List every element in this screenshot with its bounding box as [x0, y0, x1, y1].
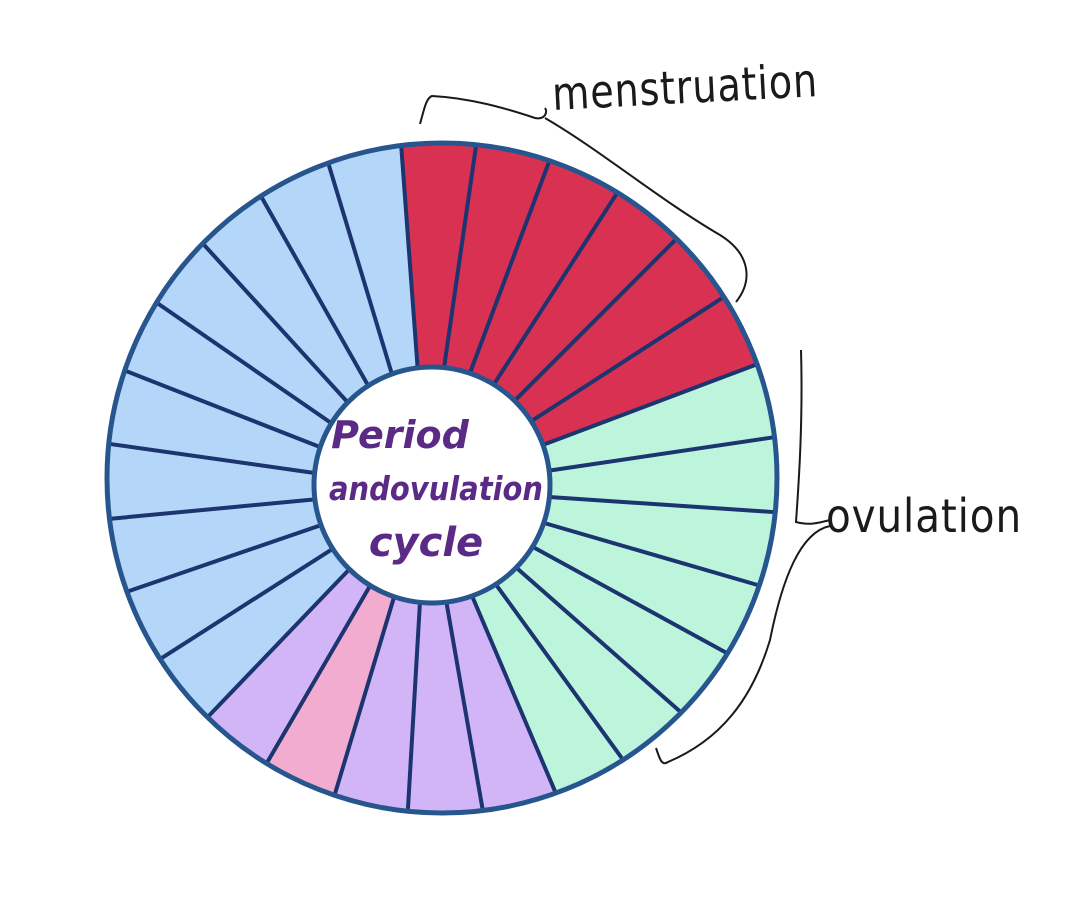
day-divider	[106, 441, 317, 475]
day-segment-ovulation	[516, 546, 728, 713]
day-divider	[158, 546, 335, 662]
day-segment-ovulation	[543, 497, 776, 586]
ovulation-bracket	[655, 349, 831, 765]
day-segment-luteal-early	[207, 569, 371, 764]
day-divider	[200, 241, 350, 405]
center-label-line2: andovulation	[329, 469, 543, 508]
day-divider	[107, 497, 317, 521]
day-divider	[442, 142, 479, 370]
day-segment-marked-day	[266, 585, 395, 796]
day-segment-ovulation	[495, 567, 682, 760]
menstruation-label: menstruation	[551, 53, 819, 121]
day-segment-menstruation	[469, 160, 618, 385]
day-divider	[326, 160, 394, 377]
day-segment-follicular	[160, 548, 350, 718]
center-label-line1: Period	[331, 413, 469, 457]
day-segment-follicular	[126, 525, 333, 660]
center-circle	[311, 364, 553, 606]
day-segment-follicular	[124, 302, 332, 448]
day-divider	[467, 158, 552, 376]
day-divider	[491, 190, 620, 387]
day-divider	[540, 362, 760, 447]
day-segment-luteal-late	[407, 602, 483, 813]
day-segment-follicular	[156, 243, 348, 424]
menstruation-bracket	[419, 94, 748, 303]
day-segment-luteal-late	[334, 596, 420, 812]
day-divider	[547, 495, 778, 515]
day-segment-menstruation	[444, 144, 550, 374]
day-segment-menstruation	[493, 192, 677, 401]
day-segment-ovulation	[549, 437, 777, 513]
day-segment-menstruation	[514, 238, 724, 422]
day-divider	[258, 194, 371, 388]
day-divider	[405, 600, 422, 814]
day-divider	[205, 567, 352, 720]
day-divider	[547, 435, 777, 473]
day-divider	[154, 300, 334, 426]
day-segment-follicular	[328, 145, 418, 375]
day-divider	[122, 368, 323, 450]
day-segment-ovulation	[532, 522, 760, 654]
day-divider	[529, 294, 726, 424]
day-divider	[493, 582, 626, 762]
day-dividers	[106, 142, 778, 814]
day-divider	[530, 544, 730, 656]
day-divider	[444, 600, 485, 813]
day-segment-follicular	[260, 162, 392, 386]
day-segment-menstruation	[401, 142, 477, 368]
day-divider	[399, 143, 420, 370]
day-divider	[541, 520, 762, 588]
center-label-line3: cycle	[369, 520, 483, 566]
ovulation-label: ovulation	[826, 489, 1022, 543]
day-divider	[332, 594, 397, 798]
day-divider	[512, 236, 679, 403]
day-segment-follicular	[108, 370, 321, 473]
day-divider	[124, 523, 324, 594]
day-segment-menstruation	[531, 296, 758, 445]
day-segment-follicular	[106, 443, 315, 519]
day-segment-ovulation	[472, 584, 624, 794]
cycle-segments	[106, 142, 777, 813]
day-divider	[470, 593, 558, 796]
day-divider	[264, 583, 373, 766]
day-segment-follicular	[109, 499, 322, 592]
outer-ring	[104, 140, 780, 816]
day-segment-follicular	[202, 196, 369, 403]
day-divider	[514, 565, 684, 715]
